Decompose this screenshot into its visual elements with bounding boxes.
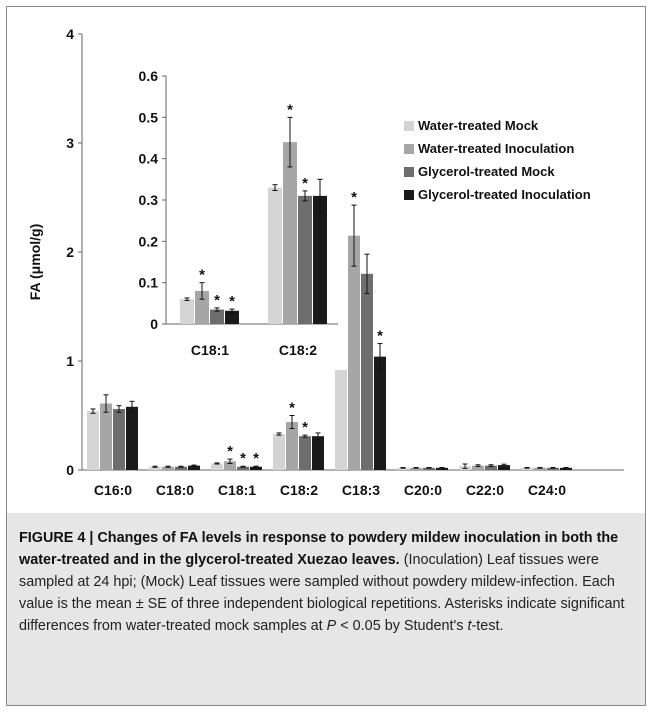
- y-tick-label: 2: [66, 244, 74, 260]
- caption-body-3: -test.: [471, 618, 504, 634]
- inset-significance-star: *: [302, 175, 308, 192]
- x-tick-label: C18:0: [156, 482, 194, 498]
- bar: [273, 434, 285, 470]
- bar: [498, 465, 510, 470]
- significance-star: *: [289, 400, 295, 417]
- bar: [436, 467, 448, 470]
- inset-y-tick-label: 0.1: [139, 275, 159, 291]
- caption-body: (Inoculation) Leaf tissues were sampled …: [19, 552, 625, 634]
- caption-title: FIGURE 4 | Changes of FA levels in respo…: [19, 530, 619, 568]
- inset-bar: [268, 187, 282, 324]
- bar: [224, 461, 236, 470]
- legend-label: Water-treated Inoculation: [418, 141, 574, 156]
- legend-swatch: [404, 190, 414, 200]
- inset-y-tick-label: 0: [150, 316, 158, 332]
- bar: [237, 466, 249, 470]
- inset-x-tick-label: C18:1: [191, 342, 229, 358]
- inset-bar: [313, 195, 327, 324]
- inset-y-tick-label: 0.4: [139, 151, 159, 167]
- inset-y-tick-label: 0.2: [139, 233, 159, 249]
- inset-x-tick-label: C18:2: [279, 342, 317, 358]
- caption-p-symbol: P: [326, 618, 337, 634]
- significance-star: *: [377, 328, 383, 345]
- x-tick-label: C24:0: [528, 482, 566, 498]
- bar: [361, 273, 373, 470]
- main-plot-area: 0 1 2 3 4 C16:0 C18:0 * * * C18:1 * * C18:2 * * C18:3 C20…: [27, 26, 624, 498]
- significance-star: *: [240, 450, 246, 467]
- caption-body-2: < 0.05 by Student's: [340, 618, 464, 634]
- inset-bar: [180, 299, 194, 324]
- legend-label: Glycerol-treated Mock: [418, 164, 555, 179]
- significance-star: *: [351, 189, 357, 206]
- legend-swatch: [404, 144, 414, 154]
- x-tick-label: C18:1: [218, 482, 256, 498]
- bar: [348, 235, 360, 470]
- significance-star: *: [227, 443, 233, 460]
- bar: [312, 436, 324, 470]
- inset-bar: [210, 309, 224, 324]
- x-tick-label: C20:0: [404, 482, 442, 498]
- bar: [410, 467, 422, 470]
- bar: [560, 467, 572, 470]
- bar: [547, 467, 559, 470]
- inset-significance-star: *: [229, 293, 235, 310]
- legend: Water-treated Mock Water-treated Inoculat…: [404, 118, 591, 202]
- x-tick-label: C18:3: [342, 482, 380, 498]
- bar: [250, 466, 262, 470]
- bar: [149, 466, 161, 470]
- inset-plot-area: 0 0.1 0.2 0.3 0.4 0.5 0.6 * * * C18:1 * * C18:2: [118, 60, 348, 370]
- legend-label: Glycerol-treated Inoculation: [418, 187, 591, 202]
- legend-swatch: [404, 167, 414, 177]
- bar: [521, 467, 533, 470]
- bar-chart: 0 1 2 3 4 C16:0 C18:0 * * * C18:1 * * C18:2 * * C18:3 C20…: [27, 26, 624, 498]
- bar: [374, 356, 386, 470]
- inset-y-tick-label: 0.6: [139, 68, 159, 84]
- bar: [485, 465, 497, 470]
- bar: [113, 408, 125, 470]
- bar: [211, 463, 223, 470]
- bar: [534, 467, 546, 470]
- bar: [162, 466, 174, 470]
- bar: [286, 422, 298, 470]
- x-tick-label: C22:0: [466, 482, 504, 498]
- bar: [100, 403, 112, 470]
- x-tick-label: C16:0: [94, 482, 132, 498]
- inset-significance-star: *: [199, 267, 205, 284]
- y-tick-label: 1: [66, 353, 74, 369]
- bar: [299, 436, 311, 470]
- inset-bar: [225, 310, 239, 324]
- inset-bar: [195, 290, 209, 324]
- bar: [472, 465, 484, 470]
- inset-significance-star: *: [214, 292, 220, 309]
- inset-y-tick-label: 0.5: [139, 109, 159, 125]
- significance-star: *: [253, 450, 259, 467]
- bar: [126, 406, 138, 470]
- bar: [423, 467, 435, 470]
- legend-label: Water-treated Mock: [418, 118, 539, 133]
- y-tick-label: 4: [66, 26, 74, 42]
- y-tick-label: 3: [66, 135, 74, 151]
- inset-y-tick-label: 0.3: [139, 192, 159, 208]
- y-axis-title: FA (μmol/g): [27, 224, 43, 300]
- inset-bar: [298, 195, 312, 324]
- x-tick-label: C18:2: [280, 482, 318, 498]
- y-tick-label: 0: [66, 462, 74, 478]
- bar: [87, 411, 99, 470]
- significance-star: *: [302, 419, 308, 436]
- legend-swatch: [404, 121, 414, 131]
- inset-significance-star: *: [287, 101, 293, 118]
- caption-t-symbol: t: [467, 618, 472, 634]
- bar: [188, 465, 200, 470]
- bar: [397, 467, 409, 470]
- bar: [175, 466, 187, 470]
- inset-bar: [283, 142, 297, 324]
- figure-caption: FIGURE 4 | Changes of FA levels in respo…: [7, 513, 645, 705]
